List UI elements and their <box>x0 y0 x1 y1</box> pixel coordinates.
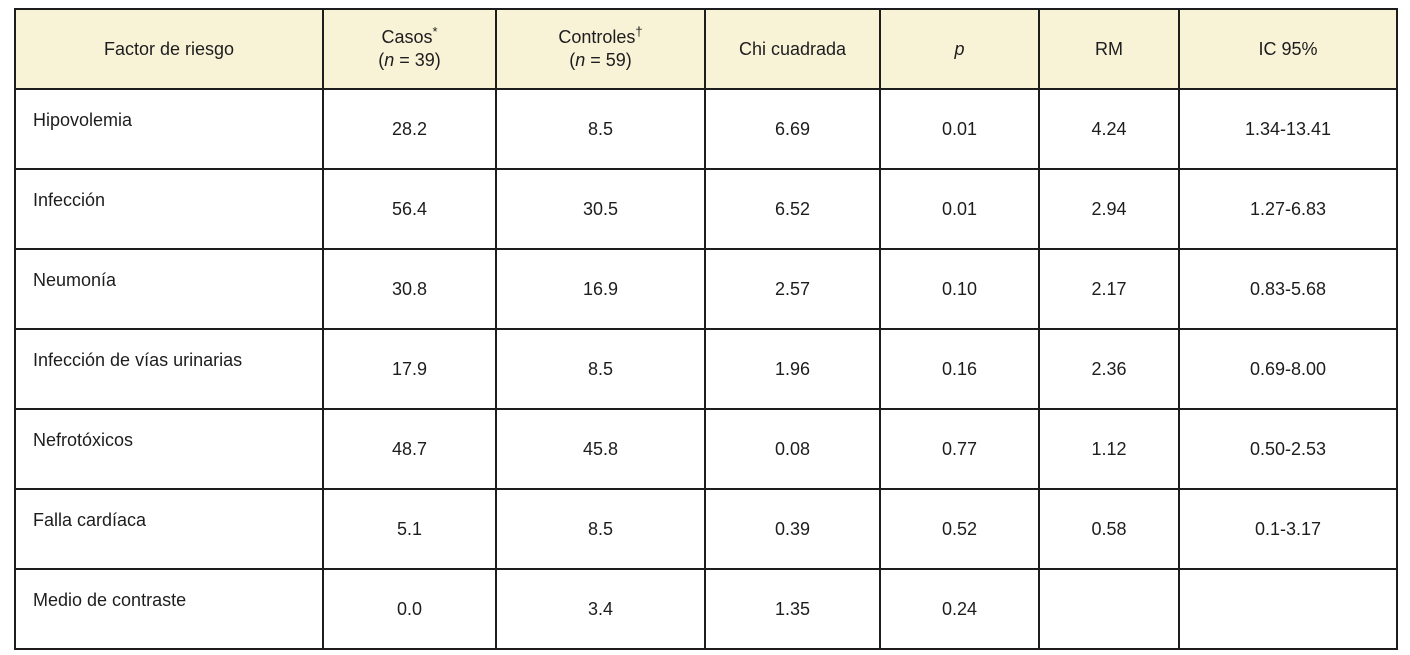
value-cell: 0.01 <box>879 168 1040 250</box>
value-cell: 5.1 <box>322 488 497 570</box>
col-header-chi-cuadrada: Chi cuadrada <box>704 8 881 90</box>
header-row: Factor de riesgo Casos* (n = 39) Control… <box>14 8 1398 90</box>
table-body: Hipovolemia 28.2 8.5 6.69 0.01 4.24 1.34-13.41… <box>14 88 1398 650</box>
col-header-chi-label: Chi cuadrada <box>738 38 847 59</box>
value-cell: 0.16 <box>879 328 1040 410</box>
value-cell: 8.5 <box>495 88 706 170</box>
value-cell: 0.58 <box>1038 488 1180 570</box>
value-cell: 30.8 <box>322 248 497 330</box>
n-symbol: n <box>575 50 586 70</box>
value-cell: 0.50-2.53 <box>1178 408 1398 490</box>
table-row: Nefrotóxicos 48.7 45.8 0.08 0.77 1.12 0.50-2.5… <box>14 408 1398 490</box>
value-cell: 17.9 <box>322 328 497 410</box>
value-cell: 0.10 <box>879 248 1040 330</box>
risk-factor-cell: Infección de vías urinarias <box>14 328 324 410</box>
value-cell: 1.34-13.41 <box>1178 88 1398 170</box>
table-row: Neumonía 30.8 16.9 2.57 0.10 2.17 0.83-5.68 <box>14 248 1398 330</box>
value-cell: 48.7 <box>322 408 497 490</box>
value-cell: 0.69-8.00 <box>1178 328 1398 410</box>
col-header-factor-label: Factor de riesgo <box>103 38 235 59</box>
risk-factors-table: Factor de riesgo Casos* (n = 39) Control… <box>14 8 1398 650</box>
col-header-rm: RM <box>1038 8 1180 90</box>
value-cell: 4.24 <box>1038 88 1180 170</box>
value-cell: 30.5 <box>495 168 706 250</box>
value-cell: 0.24 <box>879 568 1040 650</box>
value-cell: 0.39 <box>704 488 881 570</box>
value-cell: 56.4 <box>322 168 497 250</box>
value-cell: 28.2 <box>322 88 497 170</box>
value-cell: 2.57 <box>704 248 881 330</box>
col-header-casos-label: Casos <box>381 27 433 47</box>
value-cell: 0.52 <box>879 488 1040 570</box>
value-cell: 1.35 <box>704 568 881 650</box>
value-cell: 0.77 <box>879 408 1040 490</box>
value-cell: 3.4 <box>495 568 706 650</box>
col-header-p: p <box>879 8 1040 90</box>
col-header-factor: Factor de riesgo <box>14 8 324 90</box>
table-header: Factor de riesgo Casos* (n = 39) Control… <box>14 8 1398 90</box>
value-cell: 1.27-6.83 <box>1178 168 1398 250</box>
value-cell: 8.5 <box>495 328 706 410</box>
risk-factor-cell: Infección <box>14 168 324 250</box>
col-header-p-label: p <box>954 38 965 59</box>
value-cell: 2.94 <box>1038 168 1180 250</box>
value-cell: 45.8 <box>495 408 706 490</box>
value-cell <box>1178 568 1398 650</box>
value-cell: 6.69 <box>704 88 881 170</box>
value-cell: 8.5 <box>495 488 706 570</box>
risk-factor-cell: Hipovolemia <box>14 88 324 170</box>
risk-factor-cell: Neumonía <box>14 248 324 330</box>
n-symbol: n <box>384 50 395 70</box>
table-row: Falla cardíaca 5.1 8.5 0.39 0.52 0.58 0.1-3.17 <box>14 488 1398 570</box>
value-cell: 2.17 <box>1038 248 1180 330</box>
value-cell: 0.08 <box>704 408 881 490</box>
table-row: Infección de vías urinarias 17.9 8.5 1.96 0.… <box>14 328 1398 410</box>
risk-factor-cell: Falla cardíaca <box>14 488 324 570</box>
dagger-footnote-marker: † <box>635 24 643 39</box>
asterisk-footnote-marker: * <box>432 24 438 39</box>
value-cell: 1.12 <box>1038 408 1180 490</box>
value-cell: 16.9 <box>495 248 706 330</box>
col-header-casos: Casos* (n = 39) <box>322 8 497 90</box>
col-header-rm-label: RM <box>1095 38 1123 59</box>
value-cell: 1.96 <box>704 328 881 410</box>
value-cell: 0.0 <box>322 568 497 650</box>
table-row: Hipovolemia 28.2 8.5 6.69 0.01 4.24 1.34-13.41 <box>14 88 1398 170</box>
value-cell: 2.36 <box>1038 328 1180 410</box>
value-cell: 0.01 <box>879 88 1040 170</box>
value-cell: 0.83-5.68 <box>1178 248 1398 330</box>
value-cell: 6.52 <box>704 168 881 250</box>
table-row: Medio de contraste 0.0 3.4 1.35 0.24 <box>14 568 1398 650</box>
col-header-ic95-label: IC 95% <box>1258 38 1318 59</box>
col-header-ic95: IC 95% <box>1178 8 1398 90</box>
value-cell <box>1038 568 1180 650</box>
col-header-controles-label: Controles <box>558 27 636 47</box>
value-cell: 0.1-3.17 <box>1178 488 1398 570</box>
col-header-controles: Controles† (n = 59) <box>495 8 706 90</box>
table-row: Infección 56.4 30.5 6.52 0.01 2.94 1.27-6.83 <box>14 168 1398 250</box>
risk-factor-cell: Medio de contraste <box>14 568 324 650</box>
risk-factor-cell: Nefrotóxicos <box>14 408 324 490</box>
